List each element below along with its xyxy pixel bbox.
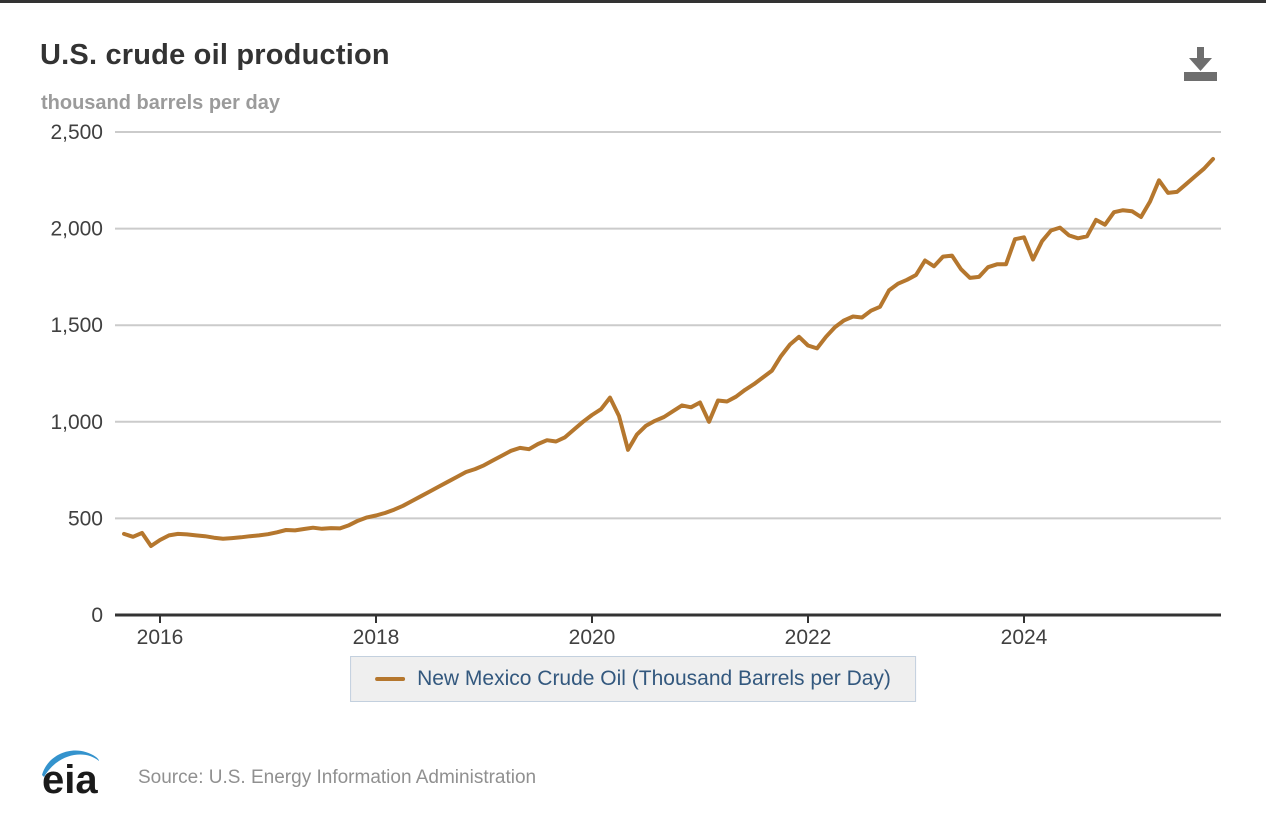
y-axis-label-500: 500 [68, 507, 103, 530]
eia-logo: eia [42, 750, 99, 801]
x-axis-label-2016: 2016 [137, 626, 184, 649]
legend-item-new-mexico[interactable]: New Mexico Crude Oil (Thousand Barrels p… [350, 656, 916, 702]
x-axis-label-2018: 2018 [353, 626, 400, 649]
download-button[interactable] [1181, 45, 1221, 85]
eia-logo-swoosh [42, 750, 99, 777]
y-axis-label-1000: 1,000 [50, 411, 103, 434]
chart-canvas[interactable]: 0 500 1,000 1,500 2,000 2,500 2016 2018 2020 2022… [0, 3, 1266, 651]
footer: eia Source: U.S. Energy Information Admi… [38, 741, 536, 801]
series-line-new-mexico[interactable] [122, 157, 1215, 548]
x-axis-label-2022: 2022 [785, 626, 832, 649]
y-axis-label-2000: 2,000 [50, 218, 103, 241]
x-axis-label-2020: 2020 [569, 626, 616, 649]
chart-title: U.S. crude oil production [40, 39, 390, 71]
x-axis-label-2024: 2024 [1001, 626, 1048, 649]
y-axis-label-1500: 1,500 [50, 314, 103, 337]
y-axis-label-2500: 2,500 [50, 121, 103, 144]
y-axis-label-0: 0 [91, 604, 103, 627]
chart-units-subtitle: thousand barrels per day [41, 92, 280, 114]
legend-line-swatch [375, 677, 406, 681]
source-attribution: Source: U.S. Energy Information Administ… [138, 767, 537, 788]
legend-label: New Mexico Crude Oil (Thousand Barrels p… [417, 667, 891, 690]
download-icon [1184, 47, 1217, 81]
eia-logo-text: eia [42, 758, 98, 801]
